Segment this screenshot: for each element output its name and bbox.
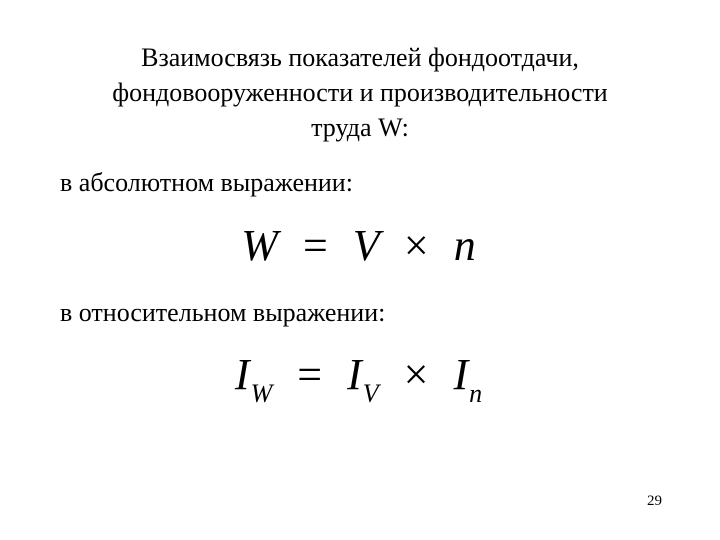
times-sign: ×: [404, 350, 432, 399]
formula2-rsub2: n: [469, 379, 485, 408]
formula-absolute: W = V × n: [60, 220, 660, 271]
equals-sign: =: [303, 221, 331, 270]
formula1-rhs1: V: [353, 221, 382, 270]
page-number: 29: [647, 493, 662, 510]
formula2-rsub1: V: [363, 379, 382, 408]
subheading-absolute: в абсолютном выражении:: [60, 165, 660, 201]
equals-sign: =: [297, 350, 325, 399]
heading-text: Взаимосвязь показателей фондоотдачи, фон…: [60, 40, 660, 145]
times-sign: ×: [404, 221, 432, 270]
formula2-lvar: I: [235, 350, 253, 399]
formula2-lsub: W: [251, 379, 276, 408]
subheading-relative: в относительном выражении:: [60, 295, 660, 331]
formula1-lhs: W: [241, 221, 281, 270]
formula-relative: IW = IV × In: [60, 349, 660, 406]
formula1-rhs2: n: [454, 221, 479, 270]
